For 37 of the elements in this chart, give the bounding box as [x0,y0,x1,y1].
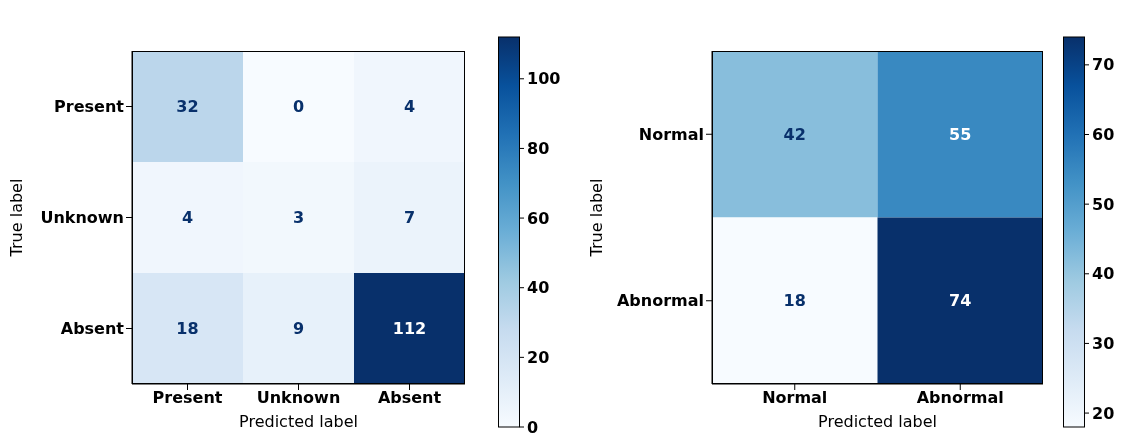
x-axis-title: Predicted label [239,412,358,431]
data-label: 42 [783,124,806,144]
data-label: 7 [403,208,416,227]
color-bar-label: 40 [527,278,550,298]
data-label: 74 [949,291,972,311]
y-tick-label: Present [54,97,125,117]
data-label: 112 [392,319,427,338]
data-label: 4 [403,97,416,116]
x-tick-label: Unknown [256,388,341,408]
color-bar-label: 60 [527,208,550,228]
color-bar-label: 100 [527,69,561,89]
color-bar-label: 60 [1092,125,1115,144]
color-bar-label: 80 [527,138,550,158]
data-label: 0 [292,97,305,116]
color-bar-label: 30 [1092,333,1115,353]
data-label: 18 [783,291,806,311]
data-label: 55 [949,124,972,144]
x-tick-label: Normal [762,388,828,408]
color-bar-label: 20 [1092,403,1115,423]
data-label: 9 [292,319,305,338]
color-bar-label: 0 [527,417,539,435]
color-bar-label: 40 [1092,264,1115,284]
y-tick-label: Unknown [40,208,124,228]
data-label: 18 [176,319,199,338]
x-tick-label: Abnormal [916,388,1004,408]
data-label: 4 [181,208,194,227]
y-axis-title: True label [586,178,606,258]
data-label: 32 [176,97,199,116]
color-bar-label: 70 [1092,55,1115,75]
y-axis-title: True label [6,178,26,258]
x-tick-label: Present [152,388,223,408]
color-bar-label: 50 [1092,194,1115,214]
y-tick-label: Absent [60,319,125,339]
color-bar-label: 20 [527,347,550,367]
x-tick-label: Absent [377,388,442,408]
data-label: 3 [292,208,305,227]
x-axis-title: Predicted label [818,412,937,431]
